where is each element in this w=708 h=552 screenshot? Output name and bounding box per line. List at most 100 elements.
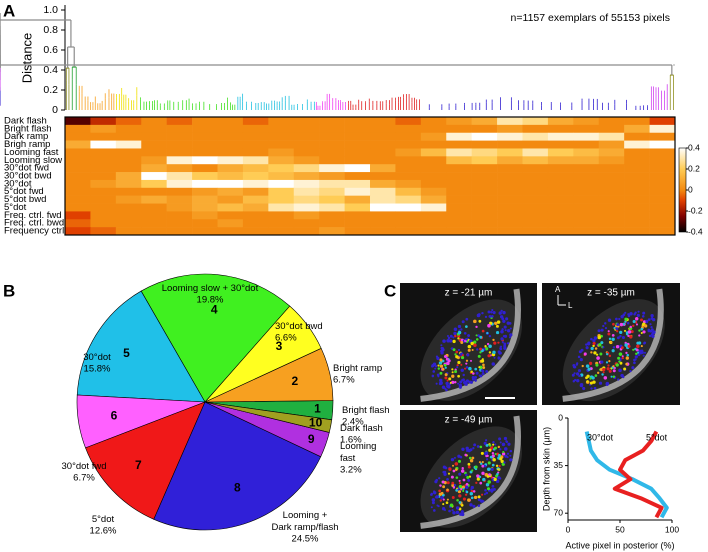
speckle bbox=[622, 313, 626, 317]
speckle bbox=[612, 375, 616, 378]
heatmap-cell bbox=[649, 219, 676, 228]
heatmap-cell bbox=[90, 179, 117, 189]
heatmap-cell bbox=[497, 219, 523, 228]
speckle bbox=[621, 335, 626, 340]
heatmap-cell bbox=[522, 140, 549, 149]
slice-value-label: 6.7% bbox=[73, 473, 95, 484]
speckle bbox=[624, 317, 628, 321]
heatmap-cell bbox=[547, 140, 574, 149]
speckle bbox=[480, 499, 484, 503]
heatmap-cell bbox=[268, 203, 295, 212]
slice-number: 6 bbox=[111, 408, 118, 422]
heatmap-cell bbox=[192, 227, 218, 236]
speckle bbox=[485, 491, 489, 495]
speckle bbox=[444, 373, 448, 377]
speckle bbox=[457, 382, 460, 385]
speckle bbox=[480, 451, 484, 455]
speckle bbox=[601, 373, 604, 376]
row-label: 5°dot bwd bbox=[4, 194, 46, 205]
series-label: 5°dot bbox=[646, 432, 668, 442]
speckle bbox=[612, 322, 615, 326]
speckle bbox=[587, 367, 591, 371]
speckle bbox=[620, 346, 624, 350]
speckle bbox=[477, 313, 481, 316]
speckle bbox=[602, 371, 605, 374]
speckle bbox=[640, 345, 643, 348]
heatmap-cell bbox=[624, 172, 650, 181]
heatmap-cell bbox=[344, 148, 371, 157]
speckle bbox=[582, 386, 586, 391]
y-axis-label: Depth from skin (µm) bbox=[541, 427, 551, 511]
speckle bbox=[443, 363, 447, 367]
heatmap-cell bbox=[268, 227, 295, 236]
speckle bbox=[615, 327, 619, 331]
speckle bbox=[472, 504, 476, 508]
speckle bbox=[630, 330, 634, 334]
heatmap-cell bbox=[115, 203, 142, 212]
speckle bbox=[501, 317, 505, 321]
speckle bbox=[590, 387, 593, 390]
speckle bbox=[596, 371, 600, 375]
speckle bbox=[452, 348, 456, 352]
heatmap-cell bbox=[166, 132, 193, 141]
heatmap-cell bbox=[217, 227, 244, 236]
heatmap-cell bbox=[141, 172, 167, 181]
speckle bbox=[643, 351, 647, 354]
speckle bbox=[500, 459, 504, 464]
speckle bbox=[497, 468, 500, 471]
speckle bbox=[580, 348, 584, 352]
speckle bbox=[481, 493, 484, 496]
speckle bbox=[462, 478, 466, 482]
heatmap-cell bbox=[395, 203, 422, 212]
heatmap-cell bbox=[420, 227, 447, 236]
speckle bbox=[619, 361, 623, 365]
speckle bbox=[473, 443, 477, 447]
heatmap-cell bbox=[293, 117, 320, 126]
heatmap-cell bbox=[598, 140, 625, 149]
speckle bbox=[465, 359, 469, 362]
speckle bbox=[490, 310, 493, 314]
speckle bbox=[494, 443, 497, 446]
heatmap-cell bbox=[242, 187, 269, 196]
speckle bbox=[492, 441, 495, 444]
speckle bbox=[442, 485, 446, 489]
heatmap-cell bbox=[90, 195, 117, 204]
heatmap-cell bbox=[624, 140, 650, 149]
heatmap-cell bbox=[598, 124, 625, 134]
heatmap-cell bbox=[141, 211, 167, 220]
speckle bbox=[633, 361, 636, 365]
heatmap-cell bbox=[242, 132, 269, 141]
row-label: 30°dot bwd bbox=[4, 171, 52, 182]
speckle bbox=[446, 477, 449, 481]
heatmap-cell bbox=[65, 140, 91, 149]
speckle bbox=[504, 447, 508, 451]
speckle bbox=[432, 490, 436, 493]
heatmap-cell bbox=[242, 203, 269, 212]
speckle bbox=[643, 342, 646, 345]
heatmap-cell bbox=[268, 195, 295, 204]
speckle bbox=[456, 366, 459, 369]
speckle bbox=[629, 325, 632, 329]
heatmap-cell bbox=[90, 219, 117, 228]
heatmap-cell bbox=[141, 187, 167, 196]
heatmap-cell bbox=[497, 211, 523, 220]
heatmap-cell bbox=[166, 172, 193, 181]
heatmap-cell bbox=[370, 164, 396, 173]
speckle bbox=[573, 372, 576, 375]
speckle bbox=[467, 465, 471, 469]
speckle bbox=[583, 352, 587, 356]
speckle bbox=[481, 471, 485, 476]
speckle bbox=[478, 374, 482, 377]
y-tick-label: 35 bbox=[554, 460, 564, 470]
heatmap-cell bbox=[370, 172, 396, 181]
speckle bbox=[444, 366, 447, 369]
heatmap-cell bbox=[471, 219, 498, 228]
speckle bbox=[467, 462, 471, 466]
row-label: Looming slow bbox=[4, 155, 62, 166]
speckle bbox=[487, 461, 491, 465]
speckle bbox=[491, 454, 495, 458]
heatmap-cell bbox=[598, 156, 625, 165]
speckle bbox=[493, 341, 497, 345]
heatmap-cell bbox=[497, 156, 523, 165]
speckle bbox=[471, 469, 474, 472]
